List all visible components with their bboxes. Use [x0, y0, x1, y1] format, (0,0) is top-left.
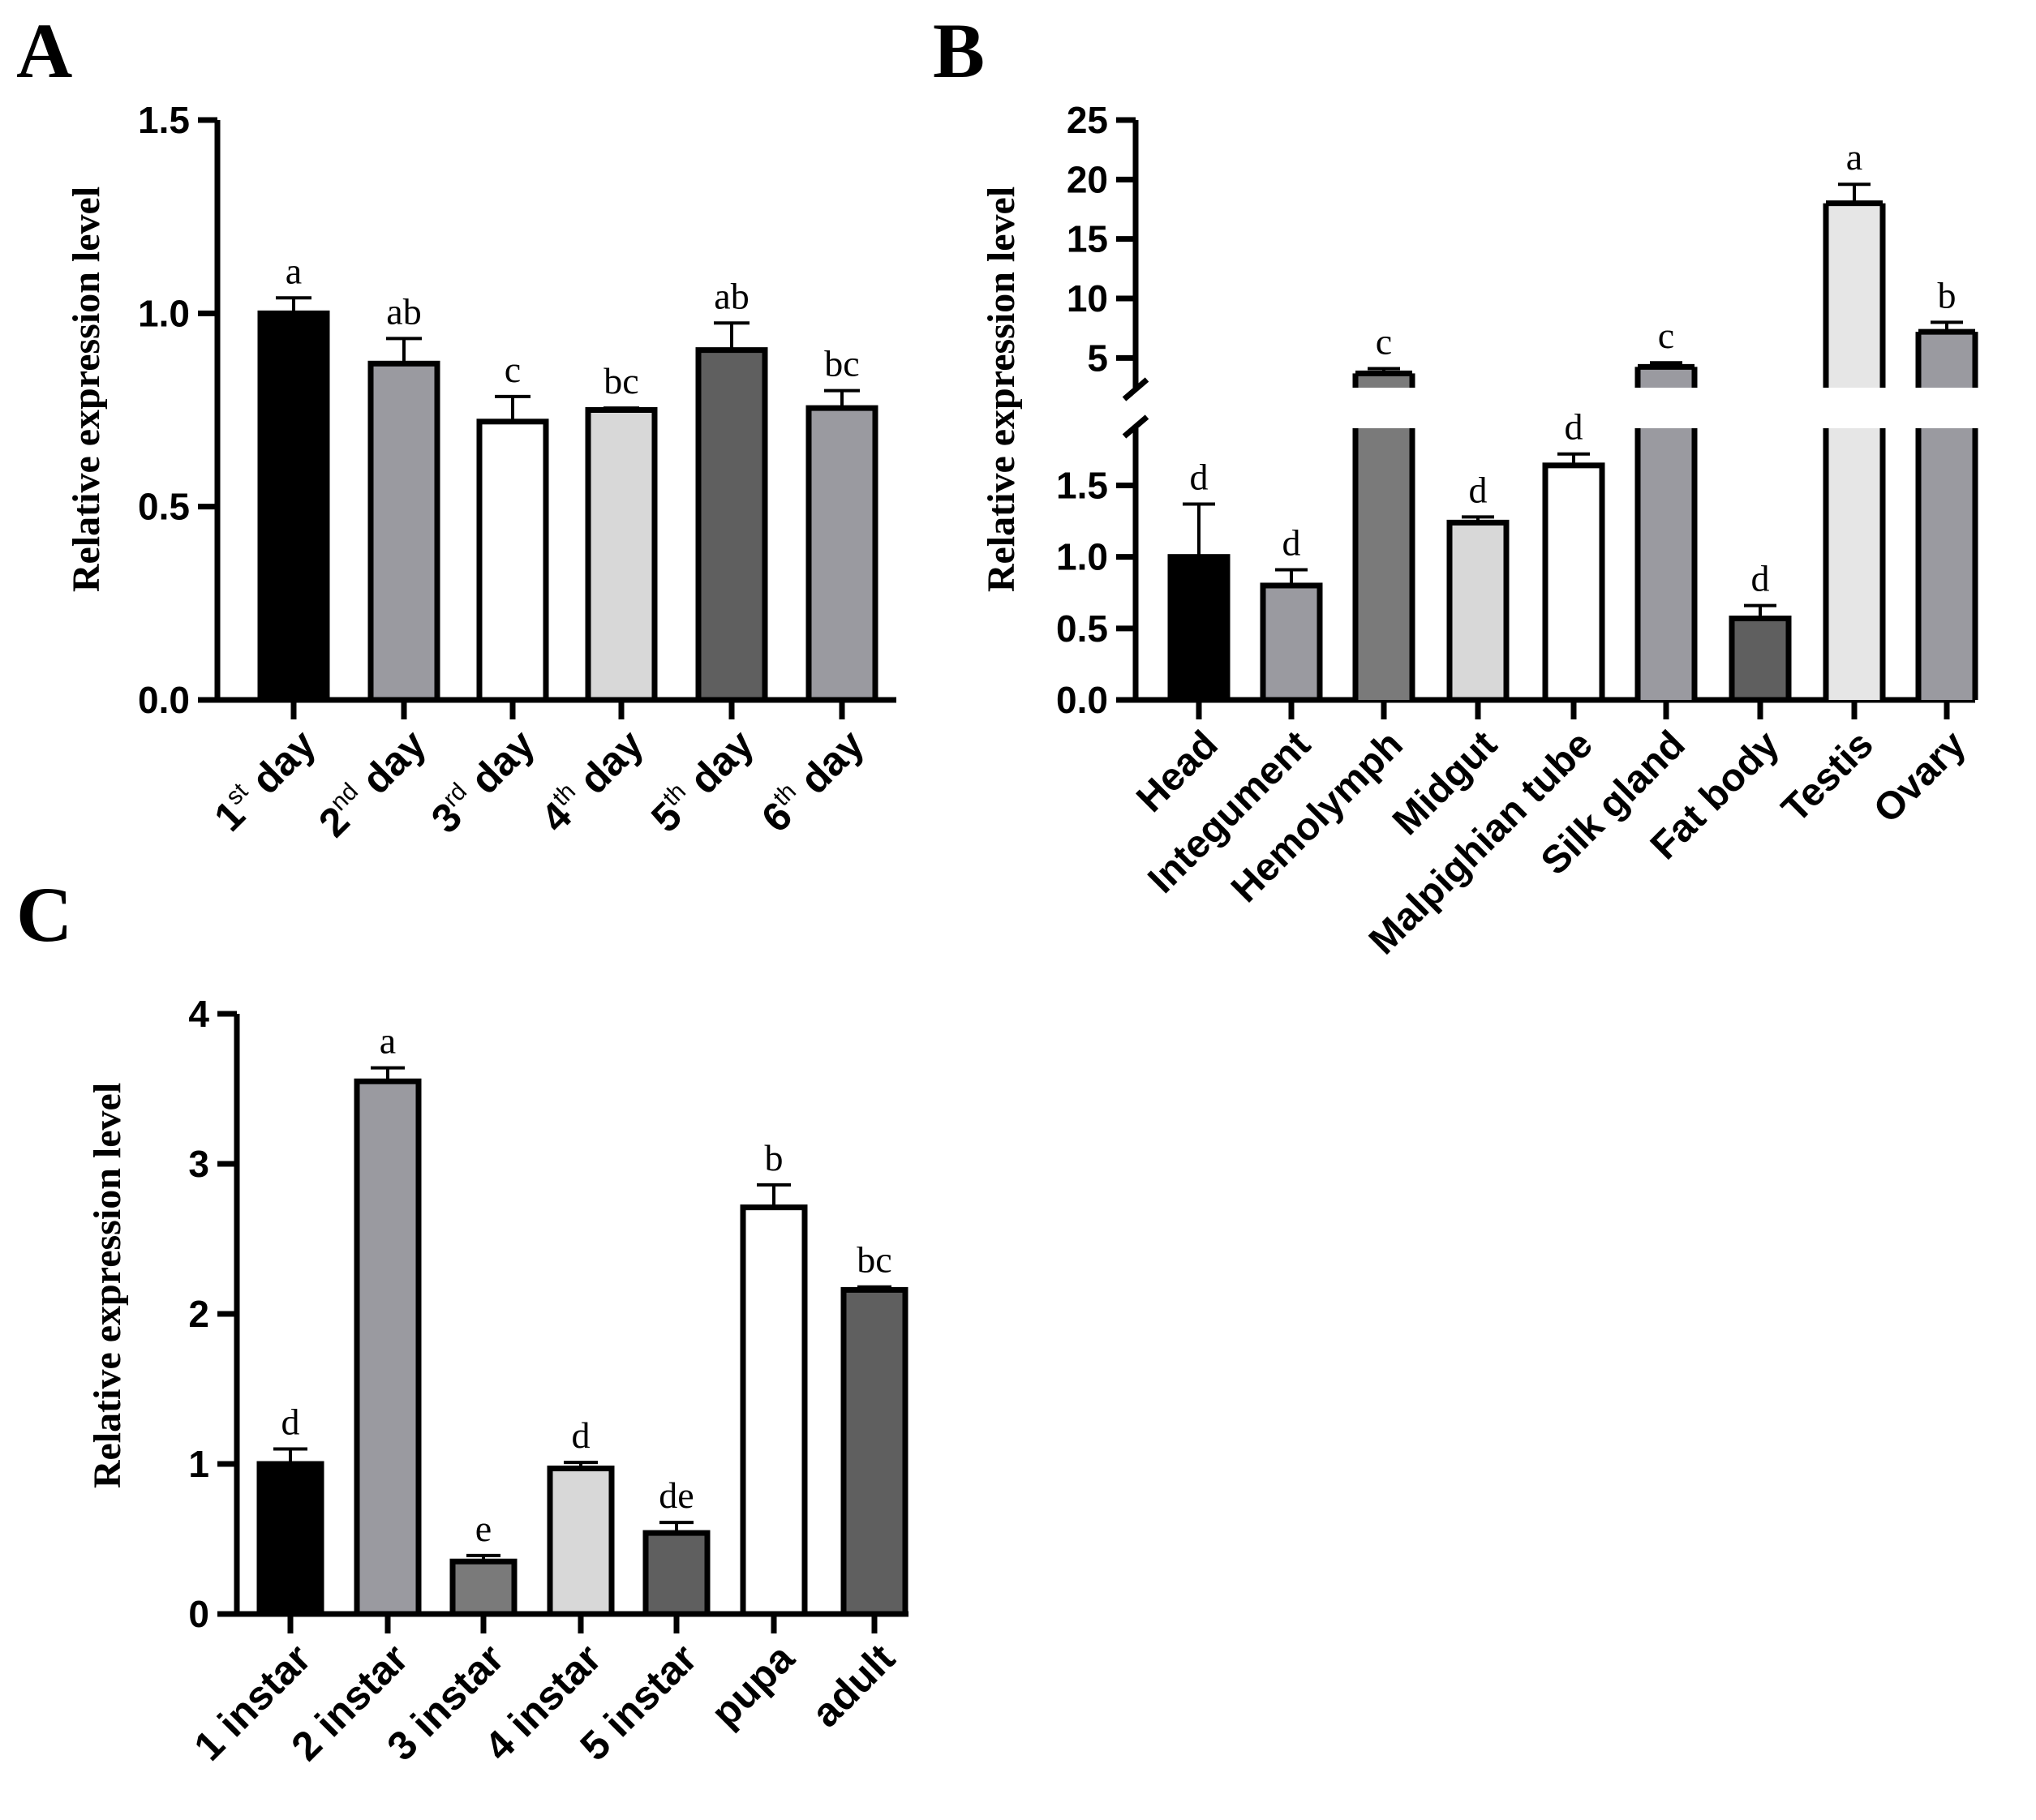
significance-letter: ab: [714, 275, 749, 316]
y-tick-label: 0.0: [138, 679, 190, 721]
significance-letter: d: [1469, 469, 1488, 510]
bar-upper-fill: [1638, 367, 1695, 388]
significance-letter: bc: [603, 360, 638, 401]
y-axis-label-c: Relative expression level: [86, 1083, 129, 1488]
x-tick-label: 4th day: [531, 720, 652, 841]
y-tick-label: 15: [1067, 218, 1108, 260]
bar-upper-fill: [1355, 373, 1412, 388]
y-tick-label: 1: [188, 1443, 209, 1485]
y-tick-label: 1.0: [1056, 536, 1108, 578]
panel-c: C Relative expression level 0 1 2 3 4 d a e d de…: [16, 871, 908, 1770]
bar: [547, 1466, 615, 1617]
x-tick-label: Testis: [1774, 723, 1882, 831]
bar: [585, 407, 658, 703]
y-tick-label: 0: [188, 1593, 209, 1635]
y-tick-label: 0.5: [138, 486, 190, 528]
y-tick-label: 4: [188, 993, 209, 1035]
x-tick-label: 1st day: [205, 720, 324, 839]
bar: [840, 1286, 908, 1617]
significance-letter: c: [1658, 315, 1674, 356]
significance-letter: a: [380, 1020, 396, 1062]
bars-c: d a e d de b bc: [256, 1020, 908, 1617]
significance-letter: c: [505, 349, 521, 390]
significance-letter: b: [1938, 274, 1957, 315]
x-tick-label: pupa: [702, 1634, 804, 1736]
significance-letter: d: [1282, 522, 1301, 564]
y-tick-label: 20: [1067, 158, 1108, 200]
bar: [1446, 519, 1510, 703]
bar: [1260, 582, 1323, 703]
bar-lower-fill: [1918, 428, 1975, 700]
bar: [805, 405, 878, 703]
axis-break-mark: [1122, 377, 1149, 401]
axis-break-mark: [1122, 414, 1149, 439]
panel-b: B Relative expression level 0.0 0.5 1.0 1.5…: [933, 7, 1978, 963]
y-tick-label: 1.0: [138, 292, 190, 334]
bar: [1167, 554, 1231, 703]
x-tick-label: 6th day: [752, 720, 873, 841]
bar: [695, 347, 768, 703]
significance-letter: c: [1376, 321, 1392, 363]
y-tick-label: 0.0: [1056, 679, 1108, 721]
y-tick-label: 2: [188, 1293, 209, 1335]
bars-b: d d c d d c d a b: [1167, 136, 1978, 703]
bar-lower-fill: [1355, 428, 1412, 700]
x-tick-label: adult: [803, 1635, 904, 1736]
y-tick-label: 1.5: [1056, 465, 1108, 507]
y-tick-label: 3: [188, 1143, 209, 1185]
x-tick-label: 5th day: [642, 720, 762, 841]
panel-label-c: C: [16, 871, 72, 958]
significance-letter: bc: [824, 343, 859, 384]
bar-upper-fill: [1826, 203, 1883, 388]
bar: [257, 310, 330, 703]
bar-lower-fill: [1826, 428, 1883, 700]
bar: [740, 1204, 808, 1617]
x-tick-labels-b: HeadIntegumentHemolymphMidgutMalpighian …: [1128, 723, 1974, 963]
y-axis-label-b: Relative expression level: [980, 187, 1023, 592]
x-tick-label: 3rd day: [422, 720, 543, 842]
bar: [256, 1461, 324, 1617]
y-tick-label: 0.5: [1056, 607, 1108, 650]
bar: [449, 1558, 518, 1617]
bar: [1729, 616, 1792, 703]
significance-letter: d: [1565, 406, 1583, 448]
significance-letter: de: [659, 1474, 694, 1516]
x-tick-label: 2nd day: [309, 720, 434, 845]
significance-letter: b: [765, 1137, 784, 1178]
bar: [642, 1530, 711, 1617]
bar: [354, 1078, 422, 1617]
panel-a: A Relative expression level 0.0 0.5 1.0 1.5…: [16, 7, 896, 846]
y-tick-label: 1.5: [138, 99, 190, 141]
significance-letter: d: [281, 1401, 300, 1443]
panel-label-a: A: [16, 7, 72, 94]
significance-letter: d: [572, 1414, 591, 1456]
y-axis-label-a: Relative expression level: [65, 187, 108, 592]
x-tick-label: Ovary: [1866, 723, 1974, 831]
bar: [367, 360, 440, 703]
significance-letter: a: [286, 250, 302, 291]
y-tick-label: 25: [1067, 99, 1108, 141]
significance-letter: ab: [386, 290, 421, 332]
significance-letter: bc: [857, 1239, 891, 1281]
bar-upper-fill: [1918, 332, 1975, 388]
bars-a: a ab c bc ab bc: [257, 250, 878, 703]
y-tick-label: 5: [1087, 337, 1108, 379]
significance-letter: a: [1846, 136, 1862, 178]
significance-letter: d: [1751, 558, 1770, 599]
bar-lower-fill: [1638, 428, 1695, 700]
bar: [1542, 462, 1605, 703]
bar: [476, 419, 549, 703]
y-tick-label: 10: [1067, 277, 1108, 320]
significance-letter: e: [475, 1508, 492, 1549]
panel-label-b: B: [933, 7, 985, 94]
significance-letter: d: [1190, 456, 1209, 497]
